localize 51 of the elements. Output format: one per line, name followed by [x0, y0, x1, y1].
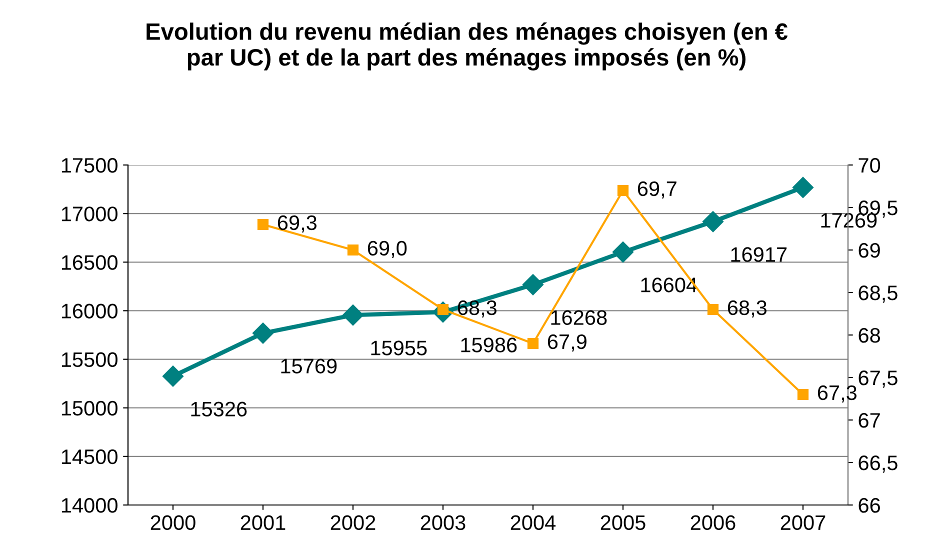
data-label: 68,3 — [458, 300, 497, 318]
data-label: 69,3 — [278, 215, 317, 233]
point — [162, 366, 184, 387]
point — [342, 304, 364, 326]
x-tick-label: 2002 — [330, 515, 376, 530]
y2-tick-label: 70 — [858, 158, 880, 173]
data-label: 67,9 — [548, 334, 586, 352]
point — [347, 244, 359, 256]
x-tick-label: 2004 — [510, 515, 556, 530]
y-tick-label: 15000 — [62, 400, 118, 416]
data-label: 15986 — [461, 338, 517, 352]
y2-tick-label: 67,5 — [858, 370, 898, 388]
data-label: 15326 — [191, 402, 247, 416]
y-tick-label: 17500 — [62, 158, 118, 173]
y-tick-label: 17000 — [62, 206, 118, 222]
x-tick-label: 2006 — [690, 515, 736, 530]
point — [257, 218, 269, 230]
point — [252, 322, 274, 344]
data-label: 69,7 — [638, 181, 676, 199]
point — [797, 388, 809, 400]
data-label: 15769 — [281, 358, 337, 374]
point — [617, 184, 629, 196]
y-tick-label: 14000 — [62, 498, 118, 513]
y-tick-label: 15500 — [62, 352, 118, 368]
x-tick-label: 2001 — [240, 515, 286, 530]
data-label: 68,3 — [728, 300, 767, 318]
point — [707, 304, 719, 316]
point — [702, 211, 724, 232]
x-tick-label: 2000 — [150, 515, 196, 530]
data-label: 15955 — [371, 340, 427, 356]
point — [522, 274, 544, 296]
y2-tick-label: 66 — [858, 498, 880, 513]
x-tick-label: 2005 — [600, 515, 646, 530]
y2-tick-label: 67 — [858, 413, 880, 428]
point — [792, 176, 814, 198]
y2-tick-label: 66,5 — [858, 456, 898, 473]
data-label: 69,0 — [368, 240, 407, 258]
data-label: 16268 — [551, 310, 607, 325]
x-tick-label: 2003 — [420, 515, 466, 530]
chart-title: Evolution du revenu médian des ménages choisyen (en € par UC) et de la part des ménages imposés (en %) — [146, 22, 788, 71]
point — [612, 242, 634, 263]
y-tick-label: 16500 — [62, 255, 118, 270]
y-tick-label: 16000 — [62, 304, 118, 318]
y2-tick-label: 69 — [858, 243, 880, 258]
y-tick-label: 14500 — [62, 449, 118, 464]
y2-tick-label: 68 — [858, 328, 880, 343]
point — [527, 338, 539, 350]
data-label: 16917 — [731, 247, 787, 262]
x-tick-label: 2007 — [780, 515, 826, 530]
data-label: 67,3 — [818, 385, 857, 403]
y2-tick-label: 68,5 — [858, 286, 898, 303]
